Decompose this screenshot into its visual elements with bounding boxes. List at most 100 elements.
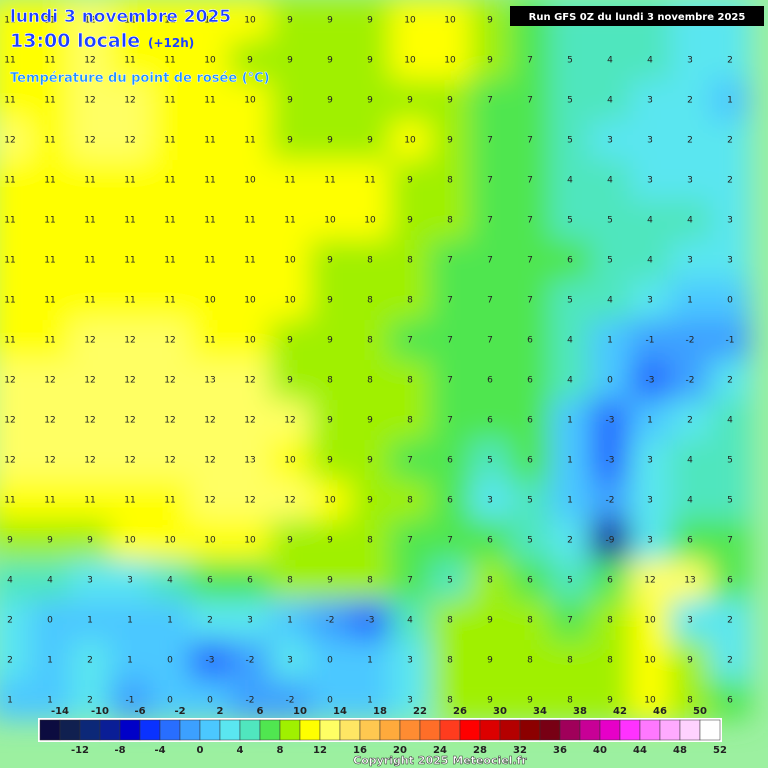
value: 2	[207, 616, 213, 626]
cell	[590, 400, 630, 440]
value: 7	[447, 336, 453, 346]
cell	[70, 400, 110, 440]
legend-label: 38	[573, 706, 587, 717]
cell	[70, 120, 110, 160]
value: 9	[487, 56, 493, 66]
value: 8	[567, 656, 573, 666]
legend-swatch	[219, 719, 241, 741]
value: 1	[287, 616, 293, 626]
value: 7	[487, 136, 493, 146]
cell	[230, 200, 270, 240]
value: 3	[287, 656, 293, 666]
value: 11	[284, 176, 295, 186]
value: -1	[126, 696, 135, 706]
value: 12	[84, 416, 95, 426]
cell	[350, 360, 390, 400]
legend-swatch	[659, 719, 681, 741]
copyright: Copyright 2025 Meteociel.fr	[353, 754, 527, 767]
cell	[710, 320, 750, 360]
cell	[510, 320, 550, 360]
cell	[110, 80, 150, 120]
cell	[670, 280, 710, 320]
cell	[710, 360, 750, 400]
cell	[70, 320, 110, 360]
value: 8	[447, 656, 453, 666]
cell	[150, 640, 190, 680]
cell	[230, 400, 270, 440]
cell	[190, 40, 230, 80]
value: 10	[124, 536, 136, 546]
value: 12	[4, 416, 15, 426]
value: 4	[607, 96, 613, 106]
value: 12	[164, 376, 175, 386]
cell	[310, 40, 350, 80]
cell	[350, 160, 390, 200]
value: 5	[567, 216, 573, 226]
legend-swatch	[339, 719, 361, 741]
value: 10	[204, 536, 216, 546]
cell	[670, 680, 710, 720]
value: 4	[647, 216, 653, 226]
value: 11	[124, 256, 135, 266]
value: 1	[87, 616, 93, 626]
cell	[350, 480, 390, 520]
cell	[310, 320, 350, 360]
value: 2	[7, 656, 13, 666]
legend-label: 14	[333, 706, 347, 717]
cell	[30, 240, 70, 280]
cell	[630, 80, 670, 120]
value: 9	[407, 96, 413, 106]
legend-swatch	[399, 719, 421, 741]
cell	[390, 440, 430, 480]
cell	[150, 40, 190, 80]
cell	[470, 680, 510, 720]
value: 10	[244, 296, 256, 306]
value: 1	[7, 696, 13, 706]
cell	[190, 400, 230, 440]
legend-label: 18	[373, 706, 387, 717]
cell	[30, 520, 70, 560]
value: 11	[124, 56, 135, 66]
cell	[270, 600, 310, 640]
value: 11	[44, 136, 55, 146]
value: 11	[84, 216, 95, 226]
value: 10	[244, 336, 256, 346]
value: 10	[444, 56, 456, 66]
cell	[510, 680, 550, 720]
cell	[110, 520, 150, 560]
value: 11	[284, 216, 295, 226]
cell	[110, 560, 150, 600]
value: 9	[327, 456, 333, 466]
value: 1	[727, 96, 733, 106]
value: 9	[367, 456, 373, 466]
legend-label: 4	[237, 745, 244, 756]
cell	[390, 640, 430, 680]
cell	[590, 440, 630, 480]
value: 2	[87, 656, 93, 666]
value: 9	[367, 56, 373, 66]
value: 11	[4, 336, 15, 346]
value: 11	[204, 216, 215, 226]
cell	[230, 360, 270, 400]
value: 3	[687, 56, 693, 66]
value: 8	[527, 616, 533, 626]
value: 6	[487, 536, 493, 546]
cell	[110, 200, 150, 240]
legend-swatch	[459, 719, 481, 741]
cell	[0, 120, 30, 160]
cell	[510, 120, 550, 160]
cell	[390, 560, 430, 600]
cell	[310, 120, 350, 160]
cell	[710, 440, 750, 480]
cell	[310, 240, 350, 280]
legend-label: -6	[134, 706, 145, 717]
cell	[110, 320, 150, 360]
cell	[550, 200, 590, 240]
cell	[390, 0, 430, 40]
cell	[30, 400, 70, 440]
cell	[590, 320, 630, 360]
cell	[470, 160, 510, 200]
value: 5	[527, 536, 533, 546]
cell	[350, 200, 390, 240]
value: 5	[607, 216, 613, 226]
